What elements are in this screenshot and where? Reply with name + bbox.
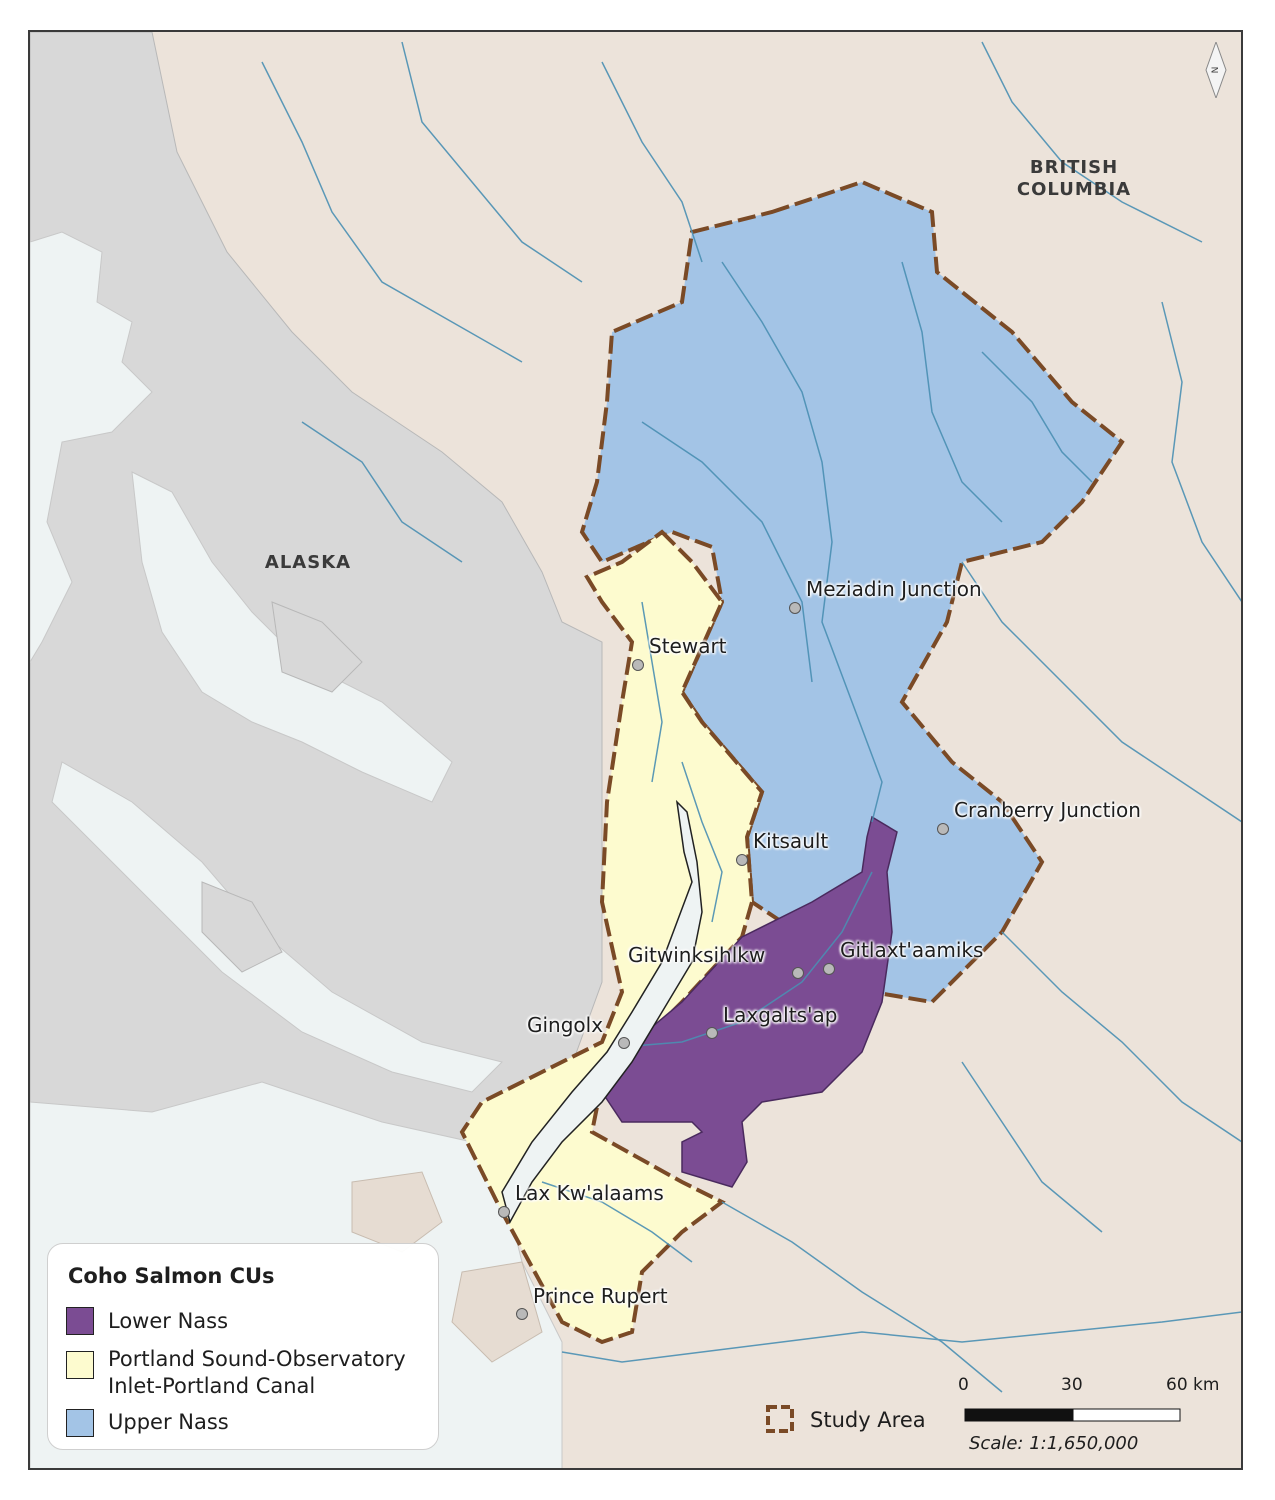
place-dot-meziadin-junction[interactable] [789, 602, 801, 614]
legend-label-line: Lower Nass [108, 1309, 229, 1333]
legend-label-portland-sound: Portland Sound-Observatory Inlet-Portlan… [108, 1346, 406, 1400]
study-area-swatch-icon [766, 1405, 794, 1433]
place-dot-kitsault[interactable] [736, 854, 748, 866]
alaska-inlet [131, 471, 453, 803]
lower-nass-area [601, 815, 898, 1188]
legend-label-lower-nass: Lower Nass [108, 1308, 228, 1335]
place-label-gingolx: Gingolx [527, 1013, 604, 1037]
map-canvas[interactable] [30, 32, 1243, 1470]
legend-swatch-lower-nass [66, 1307, 94, 1335]
scale-ratio-text: Scale: 1:1,650,000 [969, 1433, 1139, 1454]
place-dot-cranberry-junction[interactable] [937, 823, 949, 835]
alaska-inlet-2 [51, 761, 503, 1093]
place-label-lax-kwalaams: Lax Kw'alaams [515, 1181, 664, 1205]
map-frame[interactable] [28, 30, 1243, 1470]
scale-tick-label: 0 [958, 1375, 969, 1395]
legend-label-line: Portland Sound-Observatory [108, 1347, 406, 1371]
study-area-label: Study Area [810, 1408, 926, 1432]
coastal-islands-2 [451, 1261, 543, 1363]
scale-bar: 0 30 60 km Scale: 1:1,650,000 [955, 1375, 1245, 1455]
region-label-alaska: ALASKA [258, 552, 358, 574]
place-dot-lax-kwalaams[interactable] [498, 1206, 510, 1218]
scale-bar-graphic [964, 1408, 1181, 1422]
alaska-island-2 [201, 881, 283, 973]
scale-tick-label: 60 km [1166, 1375, 1220, 1395]
region-label-line: COLUMBIA [1016, 179, 1132, 200]
place-label-prince-rupert: Prince Rupert [533, 1284, 668, 1308]
place-dot-gingolx[interactable] [618, 1037, 630, 1049]
place-label-cranberry-junction: Cranberry Junction [954, 798, 1141, 822]
river-network [261, 41, 1241, 1393]
ocean-water [30, 231, 153, 663]
place-label-kitsault: Kitsault [753, 829, 829, 853]
legend-label-line: Inlet-Portland Canal [108, 1374, 316, 1398]
scale-tick-label: 30 [1061, 1375, 1083, 1395]
place-dot-gitwinksihlkw[interactable] [792, 967, 804, 979]
legend-label-line: Upper Nass [108, 1410, 229, 1434]
portland-inlet-water [501, 799, 703, 1224]
region-label-line: ALASKA [264, 552, 352, 573]
legend-swatch-portland-sound [66, 1351, 94, 1379]
place-label-gitlaxtaamiks: Gitlaxt'aamiks [840, 938, 984, 962]
legend-swatch-upper-nass [66, 1409, 94, 1437]
place-dot-prince-rupert[interactable] [516, 1308, 528, 1320]
coastal-islands [351, 1171, 443, 1253]
place-dot-gitlaxtaamiks[interactable] [823, 963, 835, 975]
place-dot-laxgaltsap[interactable] [706, 1027, 718, 1039]
legend-label-upper-nass: Upper Nass [108, 1409, 229, 1436]
place-dot-stewart[interactable] [632, 659, 644, 671]
place-label-gitwinksihlkw: Gitwinksihlkw [628, 943, 766, 967]
legend: Coho Salmon CUs Lower Nass Portland Soun… [47, 1243, 439, 1450]
place-label-meziadin-junction: Meziadin Junction [806, 577, 982, 601]
region-label-line: BRITISH [1029, 157, 1119, 178]
legend-title: Coho Salmon CUs [68, 1264, 275, 1288]
place-label-stewart: Stewart [649, 634, 727, 658]
region-label-british-columbia: BRITISH COLUMBIA [1000, 157, 1148, 201]
north-arrow-icon: N [1205, 42, 1227, 98]
north-arrow-letter: N [1211, 67, 1221, 74]
alaska-island [271, 601, 363, 693]
place-label-laxgaltsap: Laxgalts'ap [723, 1003, 838, 1027]
